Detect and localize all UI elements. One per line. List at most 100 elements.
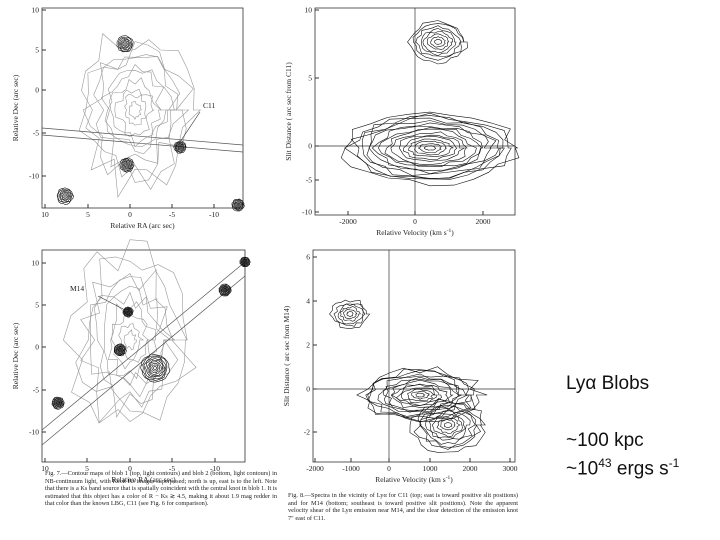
contour — [119, 157, 135, 173]
contour — [103, 291, 161, 386]
contour — [173, 140, 187, 154]
x-tick-label: 2000 — [463, 464, 478, 473]
y-tick-label: -5 — [33, 386, 39, 395]
fig7-caption: Fig. 7.—Contour maps of blob 1 (top, lig… — [45, 470, 277, 508]
contour — [126, 310, 129, 313]
y-tick-label: 10 — [32, 6, 40, 15]
contour — [124, 308, 132, 316]
contour — [417, 143, 442, 153]
contour — [402, 135, 458, 160]
contour — [391, 383, 449, 407]
pointer — [97, 295, 126, 311]
x-tick-label: 1000 — [423, 464, 438, 473]
contour — [431, 413, 463, 438]
lum-unit: ergs s — [611, 458, 669, 480]
contour — [119, 37, 132, 51]
x-tick-label: 3000 — [503, 464, 518, 473]
lum-unit-exp: -1 — [668, 456, 680, 470]
contour — [94, 285, 172, 398]
contour — [244, 260, 246, 263]
contour — [124, 308, 132, 316]
contour — [81, 33, 202, 199]
x-tick-label: -2000 — [339, 217, 357, 226]
contour — [420, 28, 457, 57]
contour — [63, 194, 67, 198]
contour — [396, 384, 442, 406]
contour — [153, 366, 157, 370]
pointer — [179, 111, 201, 143]
lum-exp: 43 — [598, 456, 612, 470]
y-tick-label: -10 — [302, 208, 312, 217]
y-tick-label: 10 — [305, 6, 313, 15]
contour — [407, 388, 436, 401]
y-axis-label: Slit Distance ( arc sec from C11) — [284, 62, 293, 161]
contour — [344, 112, 512, 180]
x-tick-label: 5 — [86, 210, 90, 219]
contour — [123, 42, 127, 46]
x-tick-label: 0 — [387, 464, 391, 473]
contour — [114, 344, 126, 356]
contour — [123, 329, 137, 351]
contour — [440, 419, 456, 431]
contour — [346, 311, 354, 317]
contour — [365, 375, 472, 417]
side-title: Lyα Blobs — [566, 373, 650, 394]
contour — [413, 398, 482, 450]
x-tick-label: 5 — [85, 464, 89, 473]
contour — [122, 160, 132, 170]
contour — [55, 400, 61, 406]
contour — [121, 40, 129, 48]
contour — [126, 310, 130, 314]
contour — [398, 134, 466, 162]
y-tick-label: 4 — [306, 297, 310, 306]
x-tick-label: -2000 — [306, 464, 324, 473]
contour — [390, 379, 454, 409]
fig8-caption: Fig. 8.—Spectra in the vicinity of Lyα f… — [288, 492, 518, 522]
contour — [126, 310, 130, 314]
contour — [371, 125, 483, 171]
y-tick-label: -2 — [304, 428, 310, 437]
contour — [232, 199, 244, 211]
y-axis-label: Slit Distance ( arc sec from M14) — [282, 305, 291, 406]
x-tick-label: 0 — [128, 464, 132, 473]
contour — [90, 276, 176, 408]
contour — [174, 141, 186, 153]
contour — [343, 308, 358, 319]
contour — [123, 307, 133, 317]
contour — [176, 143, 184, 151]
contour — [221, 286, 228, 293]
contour — [412, 23, 465, 61]
plot-frame — [41, 249, 246, 463]
contour — [415, 392, 426, 398]
contour — [408, 138, 454, 158]
x-tick-label: -10 — [209, 210, 219, 219]
contour — [242, 258, 249, 266]
contour — [368, 122, 492, 175]
x-label-part: Relative Velocity (km s — [375, 475, 446, 484]
contour — [231, 198, 245, 212]
contour — [177, 144, 183, 150]
y-tick-label: 5 — [35, 46, 39, 55]
contour — [57, 401, 60, 404]
contour — [145, 358, 166, 378]
contour — [235, 202, 241, 208]
contour — [223, 288, 227, 292]
contour — [390, 131, 468, 165]
y-tick-label: 0 — [35, 86, 39, 95]
y-tick-label: -5 — [33, 129, 39, 138]
slit — [41, 127, 244, 146]
y-tick-label: 0 — [308, 142, 312, 151]
contour — [100, 64, 175, 147]
contour — [121, 159, 133, 171]
contour — [122, 41, 128, 47]
slit — [41, 134, 244, 153]
x-tick-label: -5 — [169, 210, 175, 219]
contour — [114, 345, 126, 355]
contour — [339, 305, 361, 322]
slit — [41, 261, 246, 431]
contour — [124, 162, 130, 168]
contour — [128, 100, 142, 120]
contour — [56, 187, 75, 205]
contour — [56, 401, 60, 405]
